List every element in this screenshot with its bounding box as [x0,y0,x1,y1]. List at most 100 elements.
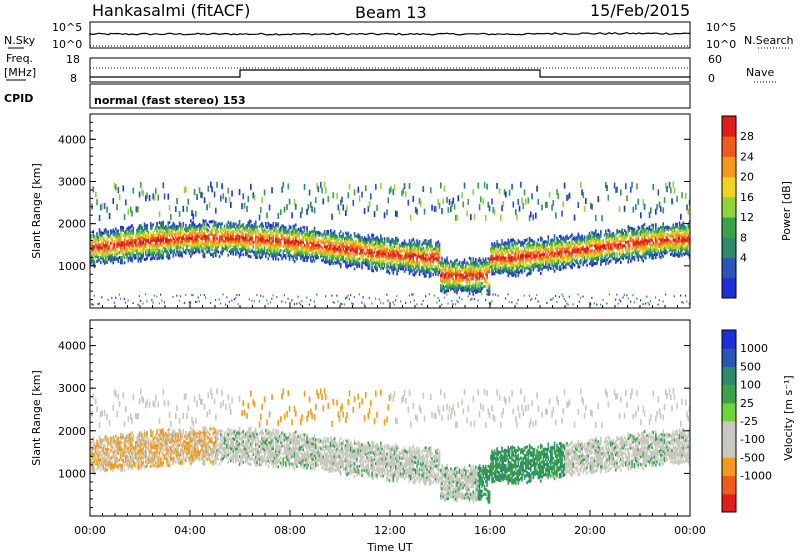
power-cell [100,261,102,264]
power-cell [663,300,664,302]
power-cell [204,294,205,296]
power-cell [420,201,422,207]
power-cell [359,293,360,295]
power-cell [424,249,426,252]
power-cell [256,226,258,229]
power-cell [468,295,469,297]
power-cell [466,210,468,216]
power-cell [215,208,217,214]
power-cell [349,184,351,190]
power-cell [190,219,192,222]
power-cell [400,300,401,302]
power-cell [645,303,646,305]
power-cell [536,186,538,192]
power-cell [179,211,181,217]
nsky-right-tick-top: 10^5 [706,21,736,34]
power-cell [551,299,552,301]
power-cell [569,193,571,199]
power-cell [580,297,581,299]
power-cell [361,192,363,198]
power-cell [489,283,491,286]
power-cell [148,231,150,234]
power-cell [243,253,245,256]
power-cell [650,300,651,302]
power-cell [471,298,472,300]
power-cell [153,223,155,226]
power-cell [584,256,586,259]
power-cell [555,212,557,218]
power-cell [146,300,147,302]
power-cell [596,304,597,306]
power-cell [229,301,230,303]
power-cell [183,222,185,225]
power-cell [610,259,612,262]
power-cell [464,183,466,189]
power-cell [380,183,382,189]
power-cell [304,226,306,229]
power-cell [390,187,392,193]
power-cell [410,301,411,303]
power-cell [239,189,241,195]
power-cell [639,227,641,230]
power-cell [458,301,459,303]
power-cell [618,303,619,305]
power-cell [516,302,517,304]
power-cell [170,214,172,220]
power-cell [225,197,227,203]
power-cell [621,229,623,232]
power-cell [405,302,406,304]
power-cell [431,205,433,211]
power-cell [388,300,389,302]
power-cell [230,221,232,224]
power-cell [193,294,194,296]
power-cell [481,293,482,295]
power-cell [664,197,666,203]
power-cell [381,238,383,241]
power-cell [448,207,450,213]
power-cell [138,206,140,212]
power-cell [369,297,370,299]
power-cell [644,204,646,210]
nsky-label: N.Sky [4,34,36,47]
power-cell [446,256,448,259]
power-cell [140,182,142,188]
power-cell [350,234,352,237]
power-cell [613,247,615,250]
power-cell [394,184,396,190]
power-cell [561,293,562,295]
power-cell [623,250,625,253]
power-cell [431,245,433,248]
power-cell [578,202,580,208]
power-cell [550,267,552,270]
power-cell [348,232,350,235]
power-cell [96,199,98,205]
power-cell [325,187,327,193]
power-cell [619,299,620,301]
power-cell [344,303,345,305]
power-cell [284,207,286,213]
power-cell [423,300,424,302]
power-cell [525,199,527,205]
power-cell [605,230,607,233]
power-cell [328,196,330,202]
power-cell [358,187,360,193]
power-cell [133,227,135,230]
power-cell [108,240,110,243]
power-cell [304,184,306,190]
power-cell [268,257,270,260]
power-cell [301,207,303,213]
power-cell [348,295,349,297]
power-cell [396,211,398,217]
power-cell [493,294,494,296]
nave-tick-top: 60 [708,53,722,66]
power-cell [280,249,282,252]
power-cell [370,193,372,199]
power-cell [154,295,155,297]
power-cell [278,222,280,225]
power-cell [215,221,217,224]
power-cell [486,293,487,295]
power-cell [238,303,239,305]
power-cell [553,200,555,206]
freq-trace [90,70,690,77]
power-cell [364,303,365,305]
